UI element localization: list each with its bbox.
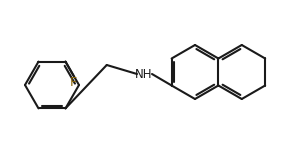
Text: NH: NH [135, 69, 153, 81]
Text: F: F [70, 76, 77, 89]
